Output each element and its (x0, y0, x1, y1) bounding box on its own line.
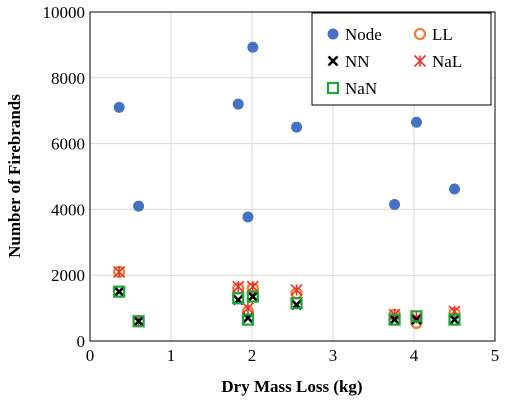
legend-label-nal: NaL (432, 52, 462, 71)
legend-marker-nal (413, 54, 427, 68)
y-tick-label: 2000 (51, 266, 85, 285)
data-point-nan (448, 313, 461, 326)
x-tick-label: 0 (86, 346, 95, 365)
legend: Node LL NN NaL NaN (311, 12, 492, 106)
x-tick-label: 4 (410, 346, 419, 365)
data-point-nan (113, 285, 126, 298)
x-tick-label: 3 (329, 346, 338, 365)
legend-label-nan: NaN (345, 79, 377, 98)
legend-box (311, 12, 492, 106)
data-point-nn (389, 314, 400, 326)
data-point-nn (411, 314, 422, 326)
x-tick-labels: 0 1 2 3 4 5 (86, 346, 500, 365)
x-tick-label: 5 (491, 346, 500, 365)
legend-label-node: Node (345, 25, 382, 44)
data-point-node (113, 101, 125, 113)
legend-label-ll: LL (432, 25, 453, 44)
x-tick-label: 1 (167, 346, 176, 365)
legend-marker-node (327, 28, 339, 40)
data-point-nal (113, 265, 126, 278)
legend-marker-nn (327, 55, 339, 67)
y-tick-label: 0 (77, 332, 86, 351)
data-points (113, 41, 461, 330)
y-axis-title: Number of Firebrands (5, 94, 24, 258)
plot-frame (89, 11, 496, 342)
data-point-node (291, 121, 303, 133)
data-point-nal (246, 280, 259, 293)
data-point-node (232, 98, 244, 110)
data-point-nan (232, 292, 245, 305)
data-point-nan (388, 313, 401, 326)
data-point-nan (246, 290, 259, 303)
y-tick-label: 4000 (51, 200, 85, 219)
data-point-node (449, 183, 460, 195)
legend-marker-ll (413, 27, 427, 41)
data-point-node (242, 211, 254, 223)
y-tick-label: 10000 (43, 3, 86, 22)
data-point-node (410, 116, 422, 128)
data-point-node (133, 200, 145, 212)
data-point-nn (247, 291, 259, 303)
y-tick-label: 8000 (51, 69, 85, 88)
data-point-nn (113, 286, 125, 298)
x-axis-title: Dry Mass Loss (kg) (221, 377, 362, 396)
legend-marker-nan (326, 81, 340, 95)
data-point-nal (232, 280, 245, 293)
data-point-node (247, 41, 259, 53)
data-point-nn (133, 315, 145, 327)
y-tick-labels: 0 2000 4000 6000 8000 10000 (43, 3, 86, 351)
y-tick-label: 6000 (51, 135, 85, 154)
data-point-nal (290, 283, 303, 297)
data-point-nan (241, 313, 255, 326)
data-point-nal (241, 302, 255, 315)
data-point-nn (449, 314, 460, 326)
x-tick-label: 2 (248, 346, 257, 365)
data-point-node (389, 198, 401, 210)
legend-label-nn: NN (345, 52, 370, 71)
data-point-nan (410, 310, 423, 323)
data-point-nan (290, 297, 303, 310)
data-point-nan (132, 315, 145, 328)
